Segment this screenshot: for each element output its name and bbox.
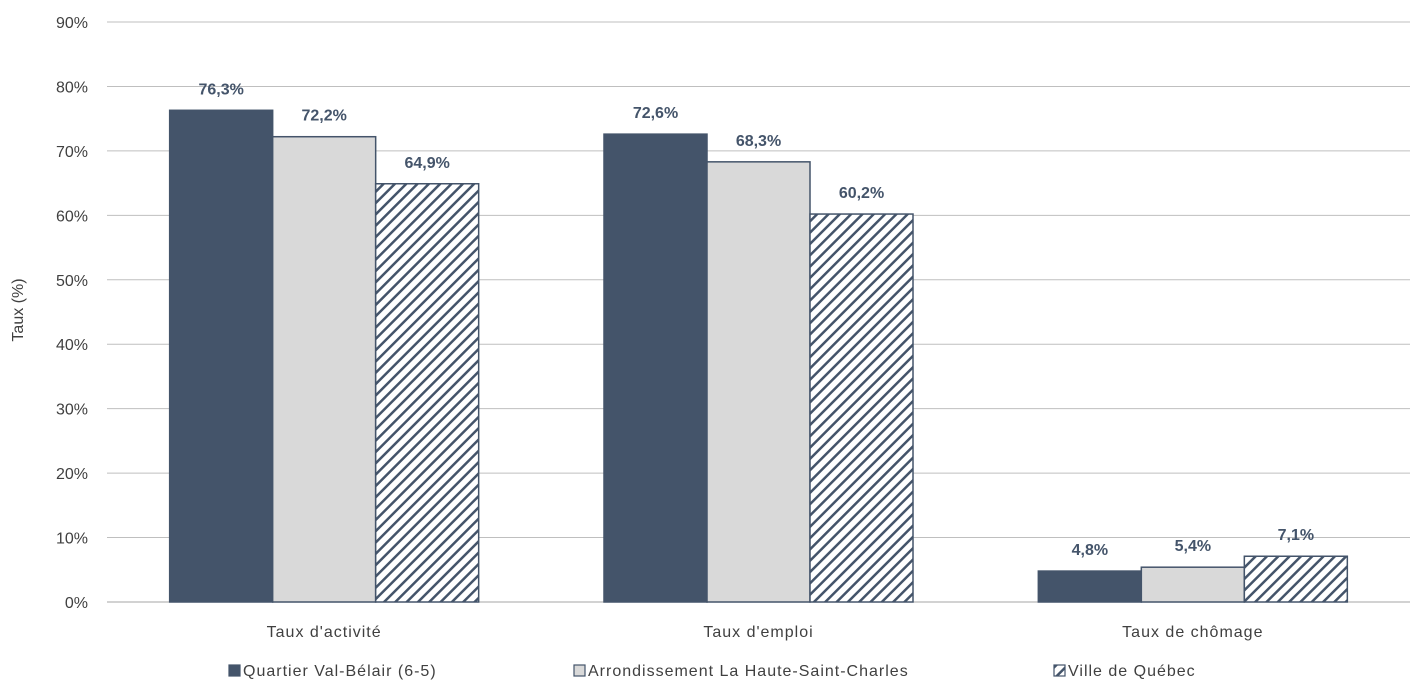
x-tick-label: Taux d'activité <box>267 624 382 641</box>
x-axis-categories: Taux d'activité Taux d'emploi Taux de chôm… <box>267 624 1263 641</box>
y-tick-label: 0% <box>65 595 88 612</box>
bar <box>603 133 708 603</box>
data-label: 64,9% <box>404 155 449 172</box>
legend-label: Ville de Québec <box>1068 663 1196 680</box>
bar <box>1140 566 1246 603</box>
legend-label: Arrondissement La Haute-Saint-Charles <box>588 663 909 680</box>
bar <box>168 109 274 603</box>
data-label: 76,3% <box>198 81 243 98</box>
y-axis-label: Taux (%) <box>10 278 27 341</box>
bar <box>706 161 811 603</box>
y-axis-ticks: 0% 10% 20% 30% 40% 50% 60% 70% 80% 90% <box>56 15 88 612</box>
y-tick-label: 40% <box>56 337 88 354</box>
y-tick-label: 20% <box>56 466 88 483</box>
legend: Quartier Val-Bélair (6-5) Arrondissement … <box>228 663 1196 680</box>
x-tick-label: Taux de chômage <box>1122 624 1263 641</box>
bar <box>271 135 377 603</box>
data-label: 72,6% <box>633 105 678 122</box>
bars <box>168 109 1349 603</box>
y-tick-label: 30% <box>56 402 88 419</box>
legend-swatch <box>573 664 586 677</box>
data-label: 60,2% <box>839 185 884 202</box>
data-label: 68,3% <box>736 133 781 150</box>
data-label: 7,1% <box>1278 527 1314 544</box>
x-tick-label: Taux d'emploi <box>703 624 813 641</box>
data-label: 72,2% <box>301 108 346 125</box>
bar <box>374 183 480 603</box>
y-tick-label: 10% <box>56 531 88 548</box>
y-tick-label: 90% <box>56 15 88 32</box>
data-label: 5,4% <box>1175 538 1211 555</box>
y-tick-label: 50% <box>56 273 88 290</box>
data-labels: 76,3% 72,2% 64,9% 72,6% 68,3% 60,2% 4,8% 5,4% 7,… <box>198 81 1314 559</box>
bar <box>809 213 914 603</box>
y-tick-label: 70% <box>56 144 88 161</box>
data-label: 4,8% <box>1072 542 1108 559</box>
bar <box>1243 555 1349 603</box>
y-tick-label: 60% <box>56 208 88 225</box>
bar <box>1037 570 1143 603</box>
legend-label: Quartier Val-Bélair (6-5) <box>243 663 437 680</box>
legend-swatch <box>228 664 241 677</box>
y-tick-label: 80% <box>56 79 88 96</box>
legend-swatch <box>1053 664 1066 677</box>
